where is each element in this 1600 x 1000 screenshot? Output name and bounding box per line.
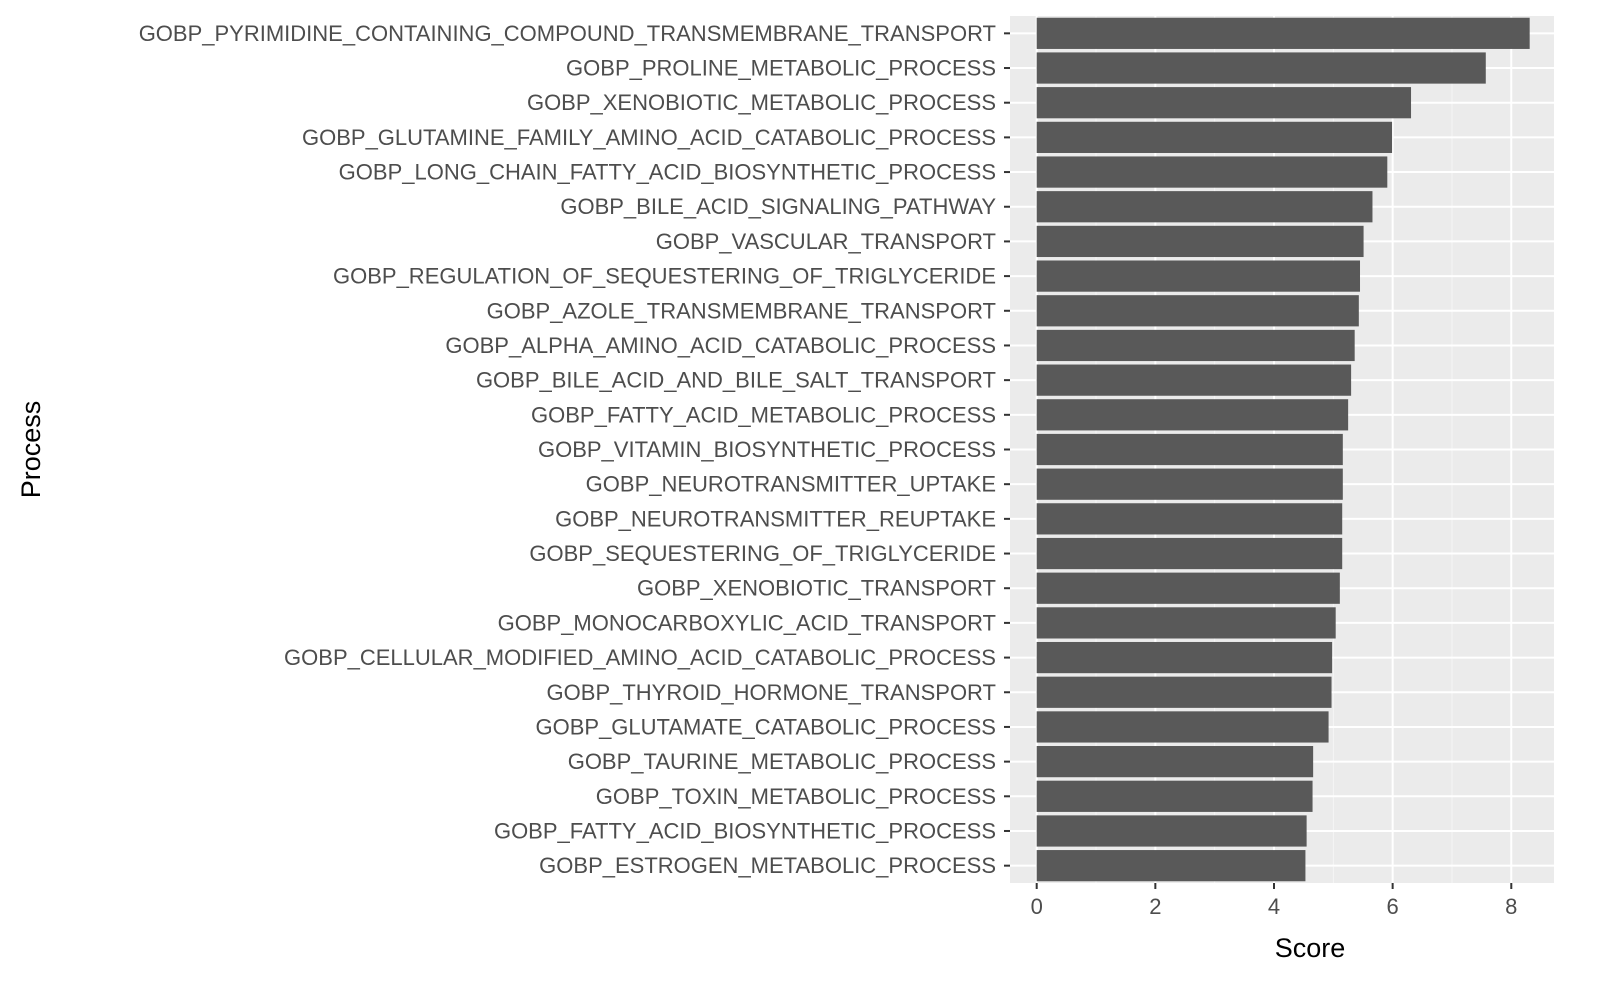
bar <box>1036 537 1343 570</box>
x-tick-label: 2 <box>1149 894 1161 919</box>
bar <box>1036 52 1486 84</box>
bar <box>1036 503 1343 535</box>
bar <box>1036 746 1314 778</box>
bar <box>1036 607 1336 639</box>
bar <box>1036 364 1352 396</box>
y-tick-label: GOBP_TOXIN_METABOLIC_PROCESS <box>596 784 996 809</box>
y-tick-label: GOBP_GLUTAMATE_CATABOLIC_PROCESS <box>536 714 997 739</box>
y-tick-label: GOBP_FATTY_ACID_BIOSYNTHETIC_PROCESS <box>494 818 996 843</box>
bar <box>1036 711 1329 743</box>
bar <box>1036 850 1306 882</box>
y-tick-label: GOBP_XENOBIOTIC_METABOLIC_PROCESS <box>527 90 996 115</box>
bar <box>1036 433 1343 466</box>
y-tick-label: GOBP_PYRIMIDINE_CONTAINING_COMPOUND_TRAN… <box>139 21 996 46</box>
x-tick-label: 0 <box>1031 894 1043 919</box>
bar <box>1036 17 1530 49</box>
y-tick-label: GOBP_ESTROGEN_METABOLIC_PROCESS <box>539 853 996 878</box>
y-tick-label: GOBP_GLUTAMINE_FAMILY_AMINO_ACID_CATABOL… <box>302 125 996 150</box>
y-tick-label: GOBP_ALPHA_AMINO_ACID_CATABOLIC_PROCESS <box>445 333 996 358</box>
bars <box>1036 17 1530 882</box>
y-tick-label: GOBP_THYROID_HORMONE_TRANSPORT <box>547 680 996 705</box>
bar <box>1036 676 1332 708</box>
y-tick-label: GOBP_PROLINE_METABOLIC_PROCESS <box>566 56 996 81</box>
bar <box>1036 87 1412 119</box>
bar <box>1036 295 1359 327</box>
y-tick-label: GOBP_LONG_CHAIN_FATTY_ACID_BIOSYNTHETIC_… <box>339 160 996 185</box>
y-tick-label: GOBP_BILE_ACID_AND_BILE_SALT_TRANSPORT <box>476 368 996 393</box>
bar <box>1036 260 1361 292</box>
bar <box>1036 191 1373 223</box>
bar <box>1036 468 1343 500</box>
y-tick-label: GOBP_VITAMIN_BIOSYNTHETIC_PROCESS <box>538 437 996 462</box>
bar <box>1036 572 1340 604</box>
x-axis-title: Score <box>1275 933 1346 963</box>
bar <box>1036 815 1307 847</box>
x-axis: 0 2 4 6 8 <box>1031 883 1517 919</box>
y-tick-label: GOBP_TAURINE_METABOLIC_PROCESS <box>568 749 996 774</box>
y-tick-label: GOBP_REGULATION_OF_SEQUESTERING_OF_TRIGL… <box>333 264 996 289</box>
y-tick-label: GOBP_CELLULAR_MODIFIED_AMINO_ACID_CATABO… <box>284 645 996 670</box>
y-tick-label: GOBP_NEUROTRANSMITTER_REUPTAKE <box>555 506 996 531</box>
y-tick-label: GOBP_MONOCARBOXYLIC_ACID_TRANSPORT <box>498 610 996 635</box>
y-tick-label: GOBP_VASCULAR_TRANSPORT <box>656 229 996 254</box>
y-tick-label: GOBP_NEUROTRANSMITTER_UPTAKE <box>586 472 996 497</box>
y-tick-label: GOBP_SEQUESTERING_OF_TRIGLYCERIDE <box>529 541 996 566</box>
bar <box>1036 225 1364 258</box>
bar <box>1036 780 1313 812</box>
x-tick-label: 8 <box>1505 894 1517 919</box>
y-tick-label: GOBP_AZOLE_TRANSMEMBRANE_TRANSPORT <box>487 298 996 323</box>
y-axis-title: Process <box>16 401 46 499</box>
y-tick-label: GOBP_XENOBIOTIC_TRANSPORT <box>637 576 996 601</box>
x-tick-label: 6 <box>1387 894 1399 919</box>
y-tick-label: GOBP_FATTY_ACID_METABOLIC_PROCESS <box>531 402 996 427</box>
x-tick-label: 4 <box>1268 894 1280 919</box>
bar <box>1036 156 1388 188</box>
y-tick-label: GOBP_BILE_ACID_SIGNALING_PATHWAY <box>560 194 996 219</box>
bar <box>1036 641 1333 674</box>
bar <box>1036 329 1355 362</box>
y-axis: GOBP_PYRIMIDINE_CONTAINING_COMPOUND_TRAN… <box>139 21 1010 878</box>
bar <box>1036 121 1393 153</box>
bar <box>1036 399 1349 431</box>
